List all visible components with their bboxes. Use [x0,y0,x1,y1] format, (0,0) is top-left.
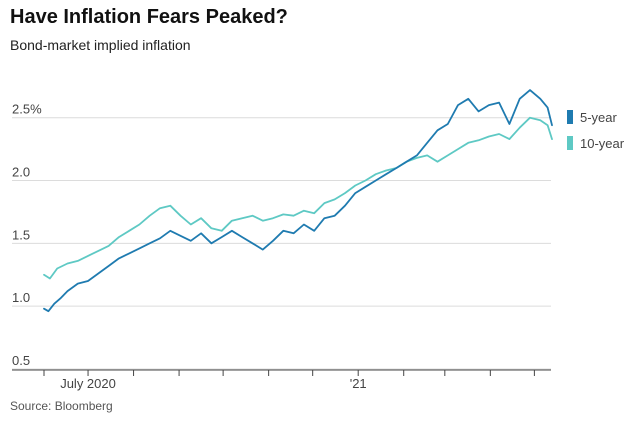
legend-label: 5-year [580,110,618,125]
chart-subtitle: Bond-market implied inflation [10,37,191,53]
x-tick-label: July 2020 [60,376,116,391]
y-tick-label: 1.5 [12,227,30,242]
legend: 5-year 10-year [567,110,625,151]
gridlines [12,117,551,370]
series-line-5-year [43,89,553,313]
y-tick-label: 1.0 [12,290,30,305]
y-tick-label: 2.0 [12,165,30,180]
legend-swatch [567,136,573,150]
chart-title: Have Inflation Fears Peaked? [10,6,288,28]
series-line-10-year [43,116,553,280]
y-axis-ticks: 0.5 1.0 1.5 2.0 2.5% [12,102,42,368]
legend-label: 10-year [580,136,625,151]
series-lines [43,89,553,313]
source-note: Source: Bloomberg [10,399,113,413]
x-axis: July 2020 '21 [12,369,551,391]
y-tick-label: 2.5% [12,102,42,117]
y-tick-label: 0.5 [12,353,30,368]
x-tick-label: '21 [350,376,367,391]
legend-swatch [567,110,573,124]
